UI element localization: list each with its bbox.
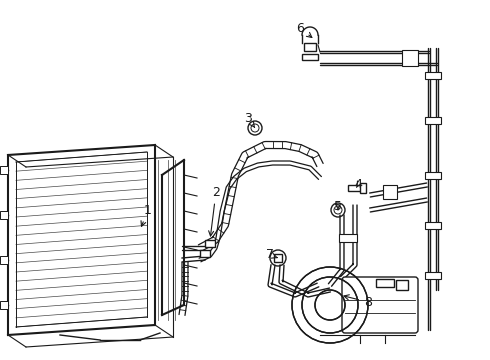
Bar: [425, 171, 441, 179]
FancyBboxPatch shape: [342, 277, 418, 333]
Bar: [200, 249, 210, 256]
Bar: [0, 256, 8, 264]
Bar: [348, 185, 362, 191]
Bar: [425, 221, 441, 229]
Text: 4: 4: [354, 179, 362, 192]
Text: 6: 6: [296, 22, 312, 37]
Text: 8: 8: [344, 295, 372, 309]
Bar: [302, 54, 318, 60]
Bar: [339, 234, 357, 242]
Bar: [402, 50, 418, 66]
Bar: [425, 117, 441, 123]
Bar: [396, 280, 408, 290]
Bar: [376, 279, 394, 287]
Bar: [274, 254, 282, 262]
Bar: [205, 239, 215, 247]
Bar: [304, 43, 316, 51]
Bar: [360, 183, 366, 193]
Bar: [383, 185, 397, 199]
Bar: [0, 211, 8, 219]
Bar: [0, 301, 8, 309]
Text: 2: 2: [209, 185, 220, 236]
Text: 5: 5: [334, 201, 342, 213]
Bar: [425, 72, 441, 78]
Bar: [425, 271, 441, 279]
Text: 3: 3: [244, 112, 255, 127]
Text: 7: 7: [266, 248, 277, 261]
Text: 1: 1: [141, 203, 152, 226]
Bar: [0, 166, 8, 174]
